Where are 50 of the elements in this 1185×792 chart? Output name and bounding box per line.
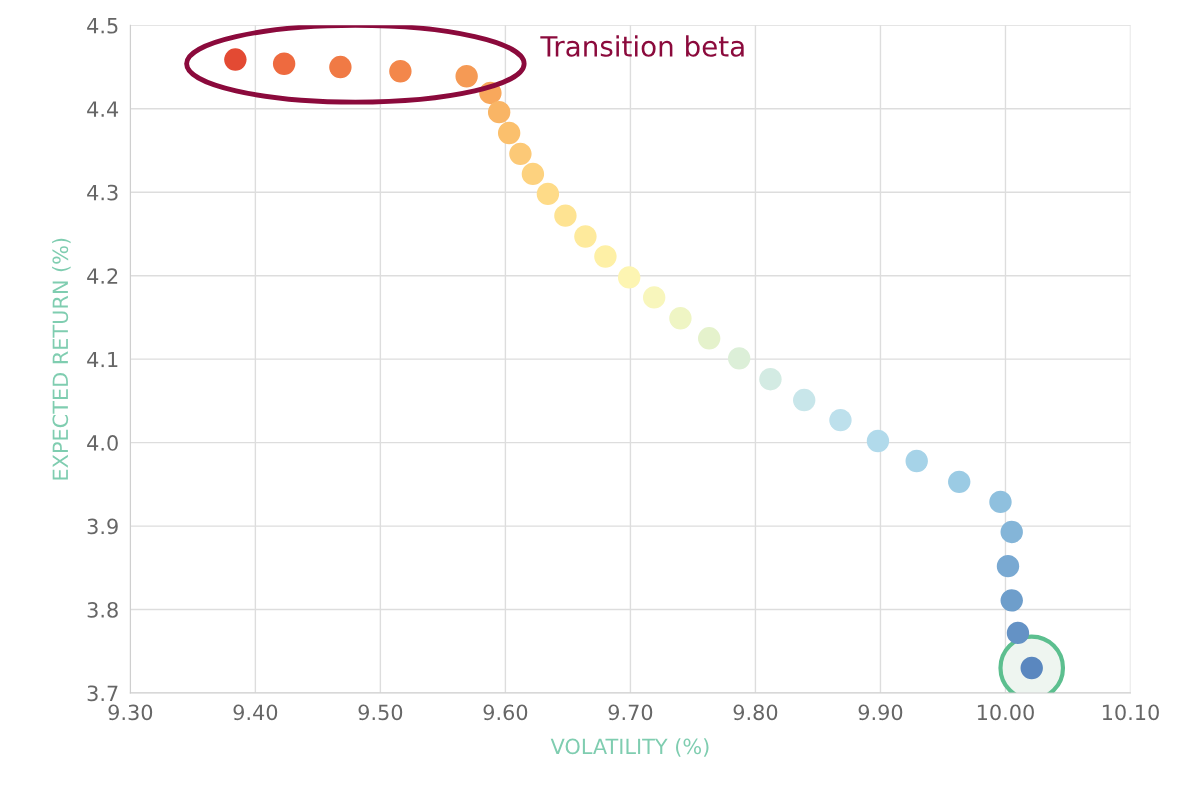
y-tick-label: 4.5	[87, 18, 118, 34]
point	[669, 307, 692, 330]
y-tick-label: 3.9	[87, 518, 118, 535]
point	[521, 162, 545, 186]
point	[389, 60, 412, 83]
x-tick-label: 9.80	[733, 704, 778, 721]
x-tick-label: 9.40	[233, 704, 278, 721]
point	[594, 245, 617, 268]
point	[487, 100, 511, 124]
x-tick-label: 9.70	[608, 704, 653, 721]
y-tick-label: 4.2	[87, 268, 118, 284]
annotation: Transition beta	[540, 35, 744, 57]
point	[759, 368, 782, 391]
point	[509, 142, 532, 166]
y-tick-label: 3.8	[87, 602, 118, 618]
point	[329, 55, 352, 79]
point	[1006, 621, 1030, 645]
point	[697, 327, 721, 350]
point	[996, 554, 1020, 578]
y-tick-label: 4.3	[87, 184, 118, 201]
y-axis-title: EXPECTED RETURN (%)	[52, 238, 71, 480]
x-tick-label: 10.10	[1102, 704, 1159, 721]
point	[272, 52, 296, 75]
point	[866, 429, 890, 453]
point	[497, 121, 521, 145]
y-tick-label: 4.1	[87, 351, 118, 368]
x-tick-label: 9.30	[108, 704, 153, 721]
x-tick-label: 9.50	[358, 704, 403, 721]
point	[829, 408, 852, 432]
point	[642, 286, 666, 309]
y-tick-label: 4.4	[87, 101, 119, 117]
point	[793, 388, 816, 412]
point	[1000, 589, 1023, 612]
point	[727, 347, 751, 370]
point	[574, 225, 597, 248]
point	[554, 204, 577, 227]
x-tick-label: 10.00	[977, 704, 1034, 721]
x-tick-label: 9.90	[858, 704, 903, 721]
y-tick-label: 4.0	[87, 435, 118, 451]
point	[989, 490, 1012, 514]
point	[617, 266, 641, 289]
y-tick-label: 3.7	[87, 685, 118, 702]
point	[948, 470, 971, 494]
point	[905, 449, 928, 473]
point	[455, 65, 478, 88]
x-axis-title: VOLATILITY (%)	[550, 738, 709, 757]
point	[1000, 520, 1023, 544]
x-tick-label: 9.60	[483, 704, 528, 721]
point	[224, 48, 247, 71]
point	[536, 182, 560, 206]
